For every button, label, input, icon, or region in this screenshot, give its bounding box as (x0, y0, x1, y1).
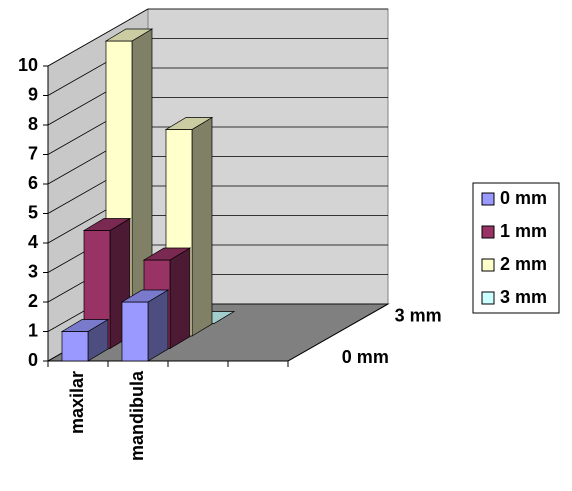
legend-swatch (481, 225, 495, 239)
y-tick-label: 7 (28, 143, 38, 163)
legend-swatch (481, 258, 495, 272)
legend-label: 0 mm (500, 188, 547, 208)
legend-label: 2 mm (500, 254, 547, 274)
x-tick-label: mandibula (127, 370, 147, 461)
y-tick-label: 10 (18, 55, 38, 75)
legend-label: 3 mm (500, 287, 547, 307)
legend-swatch (481, 291, 495, 305)
bar-top (164, 117, 214, 130)
legend-swatch (481, 192, 495, 206)
bar-top (82, 218, 132, 231)
bar (120, 289, 170, 362)
y-tick-label: 8 (28, 114, 38, 134)
bar-top (120, 289, 170, 303)
x-tick-label: maxilar (67, 371, 87, 434)
bar (60, 318, 110, 362)
depth-axis (287, 303, 389, 362)
bar-side (191, 116, 213, 337)
y-tick-label: 3 (28, 261, 38, 281)
y-tick-label: 1 (28, 320, 38, 340)
depth-label: 3 mm (395, 306, 442, 326)
y-tick-label: 0 (28, 350, 38, 370)
legend-label: 1 mm (500, 221, 547, 241)
bar-top (142, 247, 192, 261)
bar-side (147, 289, 169, 362)
y-tick-label: 2 (28, 291, 38, 311)
bar-top (104, 28, 154, 42)
bar-front (121, 301, 149, 362)
bar-top (60, 319, 110, 332)
y-tick-label: 4 (28, 232, 38, 252)
depth-label: 0 mm (342, 347, 389, 367)
y-tick-label: 5 (28, 202, 38, 222)
y-tick-label: 6 (28, 173, 38, 193)
y-tick-label: 9 (28, 84, 38, 104)
bar-side (169, 247, 191, 350)
grid-line (47, 8, 149, 67)
bar-front (61, 331, 89, 362)
